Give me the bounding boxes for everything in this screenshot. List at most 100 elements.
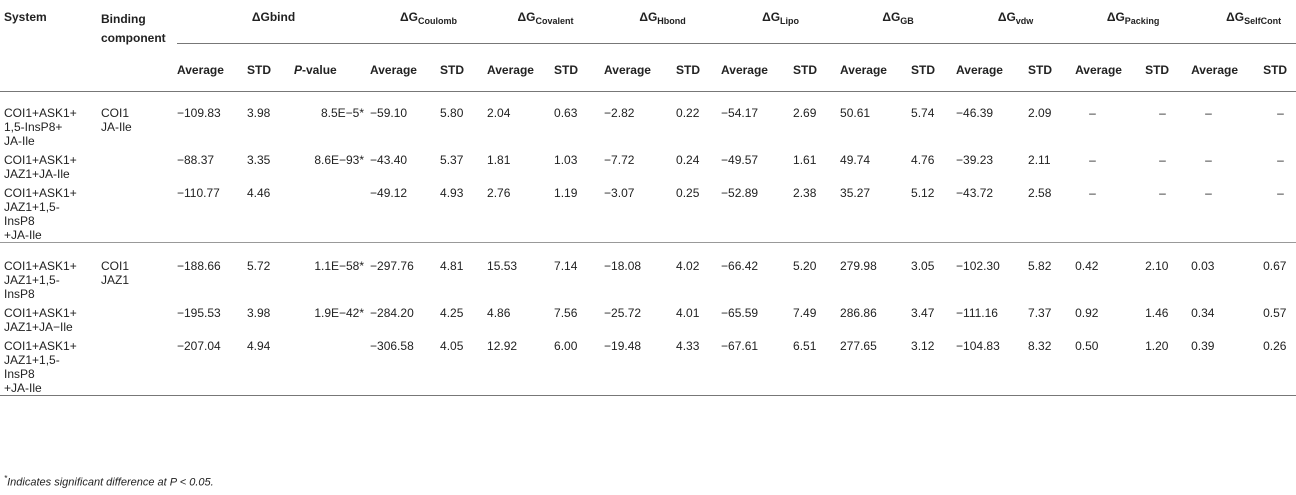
cell-binding-component: [101, 148, 177, 181]
table-row: COI1+ASK1+ 1,5-InsP8+ JA-Ile COI1 JA-Ile −109…: [0, 91, 1296, 148]
header-average: Average: [604, 62, 651, 77]
cell-value: −207.04: [177, 333, 247, 396]
cell-value: 1.46: [1145, 305, 1169, 320]
header-dg-covalent: ΔGCovalent: [487, 0, 605, 44]
cell-binding-component: [101, 181, 177, 243]
cell-value: –: [1089, 105, 1096, 120]
system-line: JAZ1+1,5-: [4, 352, 60, 367]
system-line: JA-Ile: [4, 133, 35, 148]
cell-value: −297.76: [370, 241, 441, 301]
cell-value: 7.14: [554, 241, 605, 301]
cell-value: 0.57: [1263, 305, 1287, 320]
header-average: Average: [177, 62, 224, 77]
cell-value: 8.5E−5*: [320, 105, 365, 120]
table-body: COI1+ASK1+ 1,5-InsP8+ JA-Ile COI1 JA-Ile −109…: [0, 91, 1296, 396]
header-std: STD: [1145, 62, 1170, 77]
cell-value: 0.42: [1075, 241, 1146, 301]
cell-value: −104.83: [956, 333, 1029, 396]
header-std: STD: [911, 62, 936, 77]
header-average: Average: [1191, 62, 1238, 77]
cell-value: –: [1277, 185, 1284, 200]
cell-value: 1.9E−42*: [314, 305, 365, 320]
cell-value: 279.98: [840, 241, 912, 301]
cell-value: −67.61: [721, 333, 794, 396]
cell-value: 2.58: [1028, 185, 1052, 200]
header-std: STD: [440, 62, 465, 77]
cell-value: 1.81: [487, 152, 511, 167]
cell-value: −39.23: [956, 152, 994, 167]
cell-value: −110.77: [177, 185, 220, 200]
header-pvalue: P-value: [294, 62, 337, 77]
component-line: COI1: [101, 105, 130, 120]
cell-value: −54.17: [721, 105, 759, 120]
cell-value: 7.37: [1028, 305, 1052, 320]
cell-value: −284.20: [370, 305, 414, 320]
header-average: Average: [956, 62, 1003, 77]
cell-value: 3.98: [247, 105, 271, 120]
header-std: STD: [676, 62, 701, 77]
system-line: JAZ1+JA−Ile: [4, 319, 73, 334]
cell-value: −2.82: [604, 105, 635, 120]
header-dg-gb: ΔGGB: [840, 0, 957, 44]
cell-value: 4.05: [440, 333, 488, 396]
cell-binding-component: [101, 333, 177, 396]
cell-value: –: [1205, 105, 1212, 120]
cell-value: −109.83: [177, 105, 221, 120]
system-line: 1,5-InsP8+: [4, 119, 63, 134]
system-line: COI1+ASK1+: [4, 258, 77, 273]
cell-value: 1.19: [554, 185, 578, 200]
header-average: Average: [840, 62, 887, 77]
header-dg-lipo: ΔGLipo: [721, 0, 841, 44]
cell-value: 0.92: [1075, 305, 1099, 320]
cell-value: 8.6E−93*: [314, 152, 365, 167]
cell-value: 0.26: [1263, 333, 1296, 396]
cell-value: 8.32: [1028, 333, 1076, 396]
cell-value: 1.03: [554, 152, 578, 167]
header-std: STD: [247, 62, 271, 77]
cell-value: 0.03: [1191, 241, 1264, 301]
cell-value: 0.67: [1263, 241, 1296, 301]
cell-value: 0.22: [676, 105, 700, 120]
cell-value: 3.35: [247, 152, 271, 167]
cell-value: 6.51: [793, 333, 841, 396]
cell-value: 1.20: [1145, 333, 1192, 396]
system-line: JAZ1+JA-Ile: [4, 166, 70, 181]
system-line: COI1+ASK1+: [4, 152, 77, 167]
cell-value: −52.89: [721, 185, 759, 200]
system-line: +JA-Ile: [4, 380, 42, 395]
cell-value: 4.81: [440, 241, 488, 301]
table-row: COI1+ASK1+ JAZ1+1,5- InsP8 +JA-Ile −110.77 4.…: [0, 181, 1296, 243]
cell-value: 12.92: [487, 333, 555, 396]
cell-value: 3.05: [911, 241, 957, 301]
header-std: STD: [1028, 62, 1053, 77]
system-line: +JA-Ile: [4, 227, 42, 242]
component-line: JA-Ile: [101, 119, 132, 134]
cell-value: –: [1277, 105, 1284, 120]
cell-value: 5.74: [911, 105, 935, 120]
cell-value: –: [1277, 152, 1284, 167]
component-line: COI1: [101, 258, 130, 273]
cell-value: [294, 333, 371, 396]
header-std: STD: [554, 62, 579, 77]
energy-table: System Binding component ΔGbind ΔGCoulom…: [0, 0, 1296, 396]
cell-value: 6.00: [554, 333, 605, 396]
cell-value: 4.01: [676, 305, 700, 320]
header-average: Average: [487, 62, 534, 77]
cell-value: –: [1159, 185, 1166, 200]
cell-value: 35.27: [840, 185, 871, 200]
cell-system: COI1+ASK1+ JAZ1+1,5- InsP8 +JA-Ile: [0, 333, 101, 396]
cell-value: 5.82: [1028, 241, 1076, 301]
system-line: COI1+ASK1+: [4, 185, 77, 200]
cell-value: −111.16: [956, 305, 998, 320]
cell-value: 2.76: [487, 185, 511, 200]
cell-value: −195.53: [177, 305, 221, 320]
header-std: STD: [793, 62, 818, 77]
cell-value: −3.07: [604, 185, 635, 200]
system-line: InsP8: [4, 213, 35, 228]
cell-value: 286.86: [840, 305, 877, 320]
header-dg-hbond: ΔGHbond: [604, 0, 722, 44]
cell-value: −18.08: [604, 241, 677, 301]
cell-system: COI1+ASK1+ 1,5-InsP8+ JA-Ile: [0, 91, 101, 148]
header-std: STD: [1263, 62, 1288, 77]
header-dg-packing: ΔGPacking: [1075, 0, 1192, 44]
